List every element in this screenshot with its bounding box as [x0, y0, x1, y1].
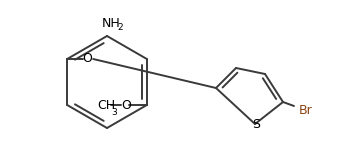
- Text: S: S: [252, 119, 260, 132]
- Text: NH: NH: [102, 17, 120, 30]
- Text: 2: 2: [117, 23, 123, 32]
- Text: CH: CH: [97, 99, 115, 112]
- Text: 3: 3: [111, 108, 117, 117]
- Text: O: O: [121, 99, 131, 112]
- Text: O: O: [82, 52, 92, 65]
- Text: Br: Br: [299, 104, 313, 117]
